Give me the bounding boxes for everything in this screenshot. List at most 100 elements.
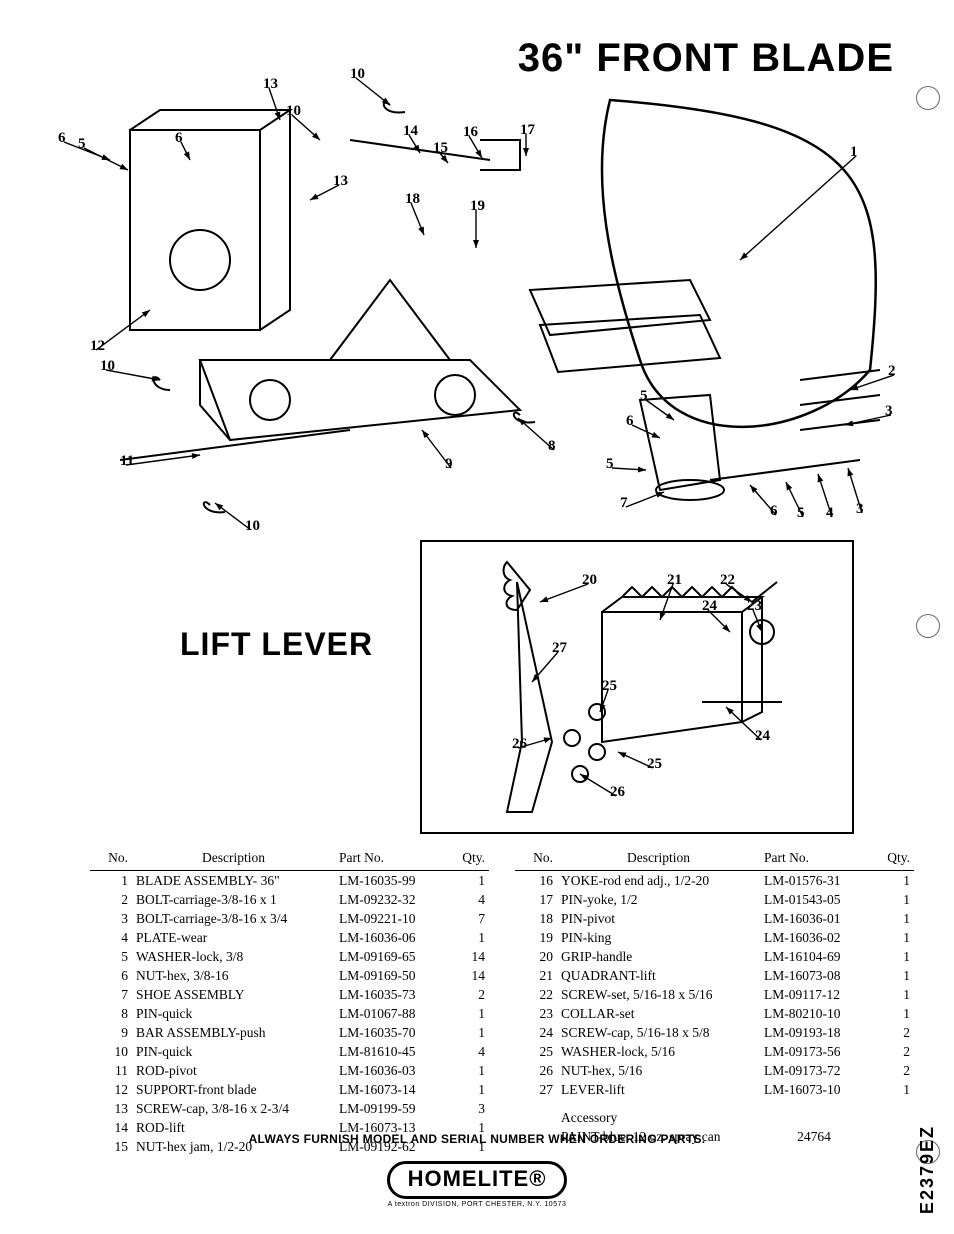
cell-part: LM-16104-69: [760, 947, 868, 966]
parts-table: No. Description Part No. Qty. 1BLADE ASS…: [90, 848, 489, 1156]
callout-number: 25: [602, 678, 617, 694]
table-row: 6NUT-hex, 3/8-16LM-09169-5014: [90, 966, 489, 985]
callout-number: 10: [245, 518, 260, 530]
cell-qty: 1: [868, 1004, 914, 1023]
callout-number: 10: [350, 66, 365, 82]
cell-desc: SHOE ASSEMBLY: [132, 985, 335, 1004]
cell-part: LM-09117-12: [760, 985, 868, 1004]
table-row: 5WASHER-lock, 3/8LM-09169-6514: [90, 947, 489, 966]
callout-number: 5: [78, 136, 86, 152]
cell-no: 17: [515, 890, 557, 909]
callout-number: 13: [263, 76, 278, 92]
cell-no: 12: [90, 1080, 132, 1099]
cell-qty: 4: [443, 890, 489, 909]
footer-note: ALWAYS FURNISH MODEL AND SERIAL NUMBER W…: [0, 1132, 954, 1146]
table-row: 20GRIP-handleLM-16104-691: [515, 947, 914, 966]
cell-part: LM-16036-02: [760, 928, 868, 947]
title-lift-lever: LIFT LEVER: [180, 626, 373, 663]
diagram-main-svg: 1013101415161716561318192356576543121011…: [50, 60, 900, 530]
col-part: Part No.: [335, 848, 443, 871]
cell-part: LM-16035-73: [335, 985, 443, 1004]
table-row: 3BOLT-carriage-3/8-16 x 3/4LM-09221-107: [90, 909, 489, 928]
callout-number: 5: [606, 456, 614, 472]
cell-no: 19: [515, 928, 557, 947]
callout-number: 24: [702, 598, 718, 614]
cell-desc: PIN-pivot: [557, 909, 760, 928]
callout-number: 24: [755, 728, 771, 744]
callout-number: 11: [120, 453, 134, 469]
cell-part: LM-09169-65: [335, 947, 443, 966]
cell-qty: 14: [443, 947, 489, 966]
callout-number: 3: [885, 403, 893, 419]
table-row: 2BOLT-carriage-3/8-16 x 1LM-09232-324: [90, 890, 489, 909]
cell-part: LM-01543-05: [760, 890, 868, 909]
cell-no: 7: [90, 985, 132, 1004]
cell-desc: PIN-yoke, 1/2: [557, 890, 760, 909]
callout-number: 12: [90, 338, 105, 354]
cell-qty: 1: [443, 1080, 489, 1099]
callout-number: 5: [640, 388, 648, 404]
cell-desc: WASHER-lock, 3/8: [132, 947, 335, 966]
cell-qty: 1: [443, 1061, 489, 1080]
cell-no: 1: [90, 871, 132, 891]
cell-desc: PLATE-wear: [132, 928, 335, 947]
cell-desc: BAR ASSEMBLY-push: [132, 1023, 335, 1042]
callout-number: 10: [286, 103, 301, 119]
col-qty: Qty.: [868, 848, 914, 871]
table-row: 24SCREW-cap, 5/16-18 x 5/8LM-09193-182: [515, 1023, 914, 1042]
cell-no: 23: [515, 1004, 557, 1023]
cell-part: LM-09173-72: [760, 1061, 868, 1080]
cell-qty: 1: [443, 1004, 489, 1023]
cell-desc: PIN-king: [557, 928, 760, 947]
cell-part: LM-81610-45: [335, 1042, 443, 1061]
table-row: 7SHOE ASSEMBLYLM-16035-732: [90, 985, 489, 1004]
cell-qty: 1: [868, 871, 914, 891]
cell-qty: 1: [443, 928, 489, 947]
cell-part: LM-09169-50: [335, 966, 443, 985]
cell-no: 13: [90, 1099, 132, 1118]
cell-qty: 3: [443, 1099, 489, 1118]
cell-part: LM-16035-70: [335, 1023, 443, 1042]
callout-number: 8: [548, 438, 556, 454]
parts-table: No. Description Part No. Qty. 16YOKE-rod…: [515, 848, 914, 1146]
callout-number: 6: [770, 503, 778, 519]
diagram-inset-svg: 2021222423272524262526: [422, 542, 852, 832]
col-qty: Qty.: [443, 848, 489, 871]
cell-part: LM-16073-10: [760, 1080, 868, 1099]
cell-no: 9: [90, 1023, 132, 1042]
cell-part: LM-16035-99: [335, 871, 443, 891]
callout-number: 23: [747, 598, 762, 614]
punch-hole: [916, 86, 940, 110]
table-row: 11ROD-pivotLM-16036-031: [90, 1061, 489, 1080]
parts-table-left: No. Description Part No. Qty. 1BLADE ASS…: [90, 848, 489, 1156]
cell-desc: PIN-quick: [132, 1042, 335, 1061]
table-row: 12SUPPORT-front bladeLM-16073-141: [90, 1080, 489, 1099]
callout-number: 6: [626, 413, 634, 429]
cell-qty: 1: [868, 966, 914, 985]
cell-desc: SCREW-cap, 3/8-16 x 2-3/4: [132, 1099, 335, 1118]
callout-number: 3: [856, 501, 864, 517]
cell-qty: 1: [443, 871, 489, 891]
cell-qty: 2: [868, 1042, 914, 1061]
cell-no: 2: [90, 890, 132, 909]
callout-number: 6: [175, 130, 183, 146]
table-row: 25WASHER-lock, 5/16LM-09173-562: [515, 1042, 914, 1061]
table-row: 27LEVER-liftLM-16073-101: [515, 1080, 914, 1099]
callout-number: 20: [582, 572, 597, 588]
table-row: 8PIN-quickLM-01067-881: [90, 1004, 489, 1023]
callout-number: 26: [512, 736, 528, 752]
cell-desc: SUPPORT-front blade: [132, 1080, 335, 1099]
table-row: 4PLATE-wearLM-16036-061: [90, 928, 489, 947]
cell-desc: WASHER-lock, 5/16: [557, 1042, 760, 1061]
callout-number: 14: [403, 123, 419, 139]
parts-table-area: No. Description Part No. Qty. 1BLADE ASS…: [90, 848, 914, 1156]
table-row: 17PIN-yoke, 1/2LM-01543-051: [515, 890, 914, 909]
cell-no: 26: [515, 1061, 557, 1080]
col-no: No.: [90, 848, 132, 871]
cell-qty: 14: [443, 966, 489, 985]
table-row: 13SCREW-cap, 3/8-16 x 2-3/4LM-09199-593: [90, 1099, 489, 1118]
callout-number: 13: [333, 173, 348, 189]
table-row: 26NUT-hex, 5/16LM-09173-722: [515, 1061, 914, 1080]
cell-no: 27: [515, 1080, 557, 1099]
cell-qty: 4: [443, 1042, 489, 1061]
